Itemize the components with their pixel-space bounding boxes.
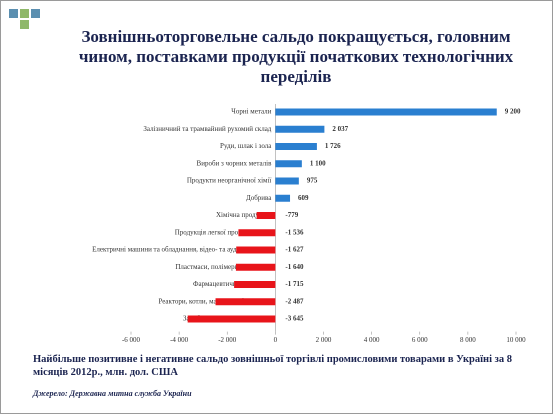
x-tick-label: -2 000	[218, 336, 237, 344]
bar	[238, 229, 276, 237]
x-tick-label: 10 000	[506, 336, 526, 344]
value-label: -1 715	[285, 280, 304, 288]
value-label: 1 726	[325, 142, 341, 150]
x-tick-label: 4 000	[364, 336, 380, 344]
bar	[275, 125, 325, 133]
value-label: 9 200	[505, 108, 521, 116]
y-tick-label: Вироби з чорних металів	[197, 159, 273, 167]
y-tick-label: Залізничний та трамвайний рухомий склад	[143, 125, 271, 133]
bar	[235, 263, 276, 271]
x-tick-label: 8 000	[460, 336, 476, 344]
x-tick-label: 2 000	[316, 336, 332, 344]
x-tick-label: 0	[274, 336, 278, 344]
decor	[31, 9, 40, 18]
y-tick-label: Реактори, котли, машини, обладнання	[158, 297, 272, 305]
y-tick-label: Чорні метали	[231, 108, 271, 116]
y-tick-label: Електричні машини та обладнання, відео- …	[92, 246, 272, 254]
y-tick-label: Пластмаси, полімерні матеріали	[175, 263, 271, 271]
decor	[9, 9, 18, 18]
value-label: 609	[298, 194, 309, 202]
caption: Найбільше позитивне і негативне сальдо з…	[33, 354, 512, 378]
bar	[275, 143, 317, 150]
value-label: -779	[285, 211, 298, 219]
bar	[215, 298, 276, 306]
bar	[275, 108, 497, 116]
bar	[187, 315, 276, 323]
x-tick-label: -6 000	[122, 336, 141, 344]
value-label: 975	[307, 177, 318, 185]
chart-title: Зовнішньоторговельне сальдо покращується…	[78, 27, 514, 86]
y-tick-label: Продукція легкої промисловості	[175, 228, 272, 236]
y-tick-label: Руди, шлак і зола	[220, 142, 272, 150]
decor	[20, 9, 29, 18]
bar	[275, 177, 299, 185]
value-label: 2 037	[332, 125, 348, 133]
value-label: -1 640	[285, 263, 304, 271]
value-label: 1 100	[310, 159, 326, 167]
bar	[275, 194, 291, 202]
bar	[275, 160, 302, 168]
value-label: -1 627	[285, 246, 304, 254]
value-label: -2 487	[285, 297, 304, 305]
y-tick-label: Продукти неорганічної хімії	[187, 177, 272, 185]
x-tick-label: -4 000	[170, 336, 189, 344]
x-tick-label: 6 000	[412, 336, 428, 344]
value-label: -3 645	[285, 315, 304, 323]
decor	[20, 20, 29, 29]
y-tick-label: Добрива	[246, 194, 272, 202]
y-tick-label: Хімічна продукція	[216, 211, 272, 219]
bar	[256, 212, 276, 219]
source: Джерело: Державна митна служба України	[33, 389, 192, 398]
y-tick-label: Фармацевтична продукція	[193, 280, 272, 288]
value-label: -1 536	[285, 228, 304, 236]
bar	[234, 281, 276, 288]
bar	[236, 246, 276, 254]
